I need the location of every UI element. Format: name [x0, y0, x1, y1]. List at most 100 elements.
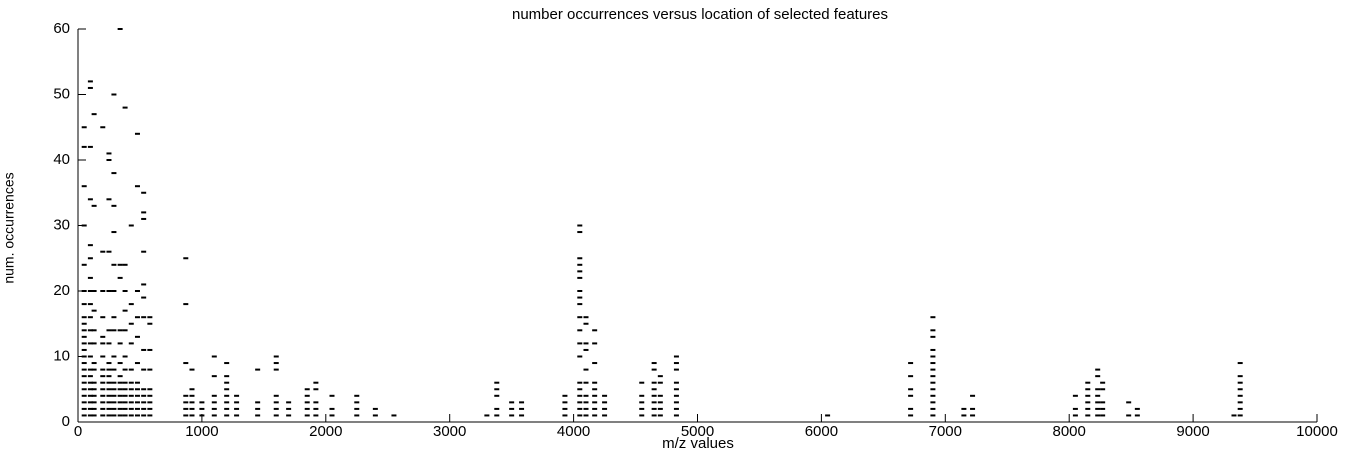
point	[651, 414, 657, 417]
point	[106, 329, 112, 332]
point	[304, 401, 310, 404]
point	[577, 296, 583, 299]
point	[134, 185, 140, 188]
point	[81, 126, 87, 129]
point	[81, 375, 87, 378]
point	[117, 276, 123, 279]
point	[117, 401, 123, 404]
point	[673, 368, 679, 371]
point	[562, 394, 568, 397]
point	[100, 316, 106, 319]
point	[106, 381, 112, 384]
point	[651, 407, 657, 410]
point	[657, 407, 663, 410]
x-tick-label: 6000	[805, 423, 838, 440]
point	[494, 407, 500, 410]
point	[224, 381, 230, 384]
point	[122, 263, 128, 266]
point	[930, 381, 936, 384]
point	[189, 368, 195, 371]
point	[657, 414, 663, 417]
point	[128, 407, 134, 410]
point	[1237, 414, 1243, 417]
point	[100, 342, 106, 345]
point	[87, 329, 93, 332]
point	[304, 407, 310, 410]
point	[908, 388, 914, 391]
point	[673, 394, 679, 397]
point	[106, 159, 112, 161]
point	[128, 394, 134, 397]
point	[908, 414, 914, 417]
point	[134, 401, 140, 404]
point	[673, 388, 679, 391]
point	[372, 407, 378, 410]
point	[183, 257, 189, 260]
point	[577, 276, 583, 279]
x-axis-label: m/z values	[662, 435, 734, 452]
point	[273, 355, 279, 358]
point	[577, 224, 583, 227]
point	[592, 414, 598, 417]
point	[87, 342, 93, 345]
point	[1072, 394, 1078, 397]
point	[577, 401, 583, 404]
chart-title: number occurrences versus location of se…	[512, 6, 888, 23]
point	[81, 335, 87, 338]
point	[87, 355, 93, 358]
point	[100, 250, 106, 253]
point	[577, 394, 583, 397]
point	[930, 375, 936, 378]
point	[577, 381, 583, 384]
point	[329, 414, 335, 417]
point	[134, 335, 140, 338]
point	[87, 381, 93, 384]
point	[1100, 381, 1106, 384]
point	[592, 407, 598, 410]
point	[657, 394, 663, 397]
point	[1237, 394, 1243, 397]
point	[224, 401, 230, 404]
point	[87, 407, 93, 410]
point	[577, 329, 583, 332]
point	[183, 362, 189, 365]
point	[91, 204, 97, 207]
point	[577, 263, 583, 266]
point	[189, 407, 195, 410]
point	[87, 316, 93, 319]
point	[106, 198, 112, 201]
point	[141, 283, 147, 286]
point	[122, 381, 128, 384]
point	[519, 401, 525, 404]
x-tick-label: 3000	[433, 423, 466, 440]
point	[577, 355, 583, 358]
point	[106, 388, 112, 391]
point	[577, 257, 583, 260]
point	[583, 322, 589, 325]
point	[494, 388, 500, 391]
point	[577, 316, 583, 319]
point	[111, 401, 117, 404]
point	[930, 394, 936, 397]
point	[111, 355, 117, 358]
point	[583, 381, 589, 384]
point	[825, 414, 831, 417]
point	[81, 185, 87, 188]
point	[970, 414, 976, 417]
point	[122, 355, 128, 358]
point	[106, 368, 112, 371]
point	[134, 290, 140, 292]
point	[106, 401, 112, 404]
point	[583, 407, 589, 410]
x-tick-label: 8000	[1053, 423, 1086, 440]
point	[141, 250, 147, 253]
point	[639, 401, 645, 404]
point	[1095, 394, 1101, 397]
point	[81, 348, 87, 351]
point	[1085, 407, 1091, 410]
point	[1231, 414, 1237, 417]
point	[1072, 407, 1078, 410]
point	[100, 375, 106, 378]
point	[128, 368, 134, 371]
point	[577, 231, 583, 234]
